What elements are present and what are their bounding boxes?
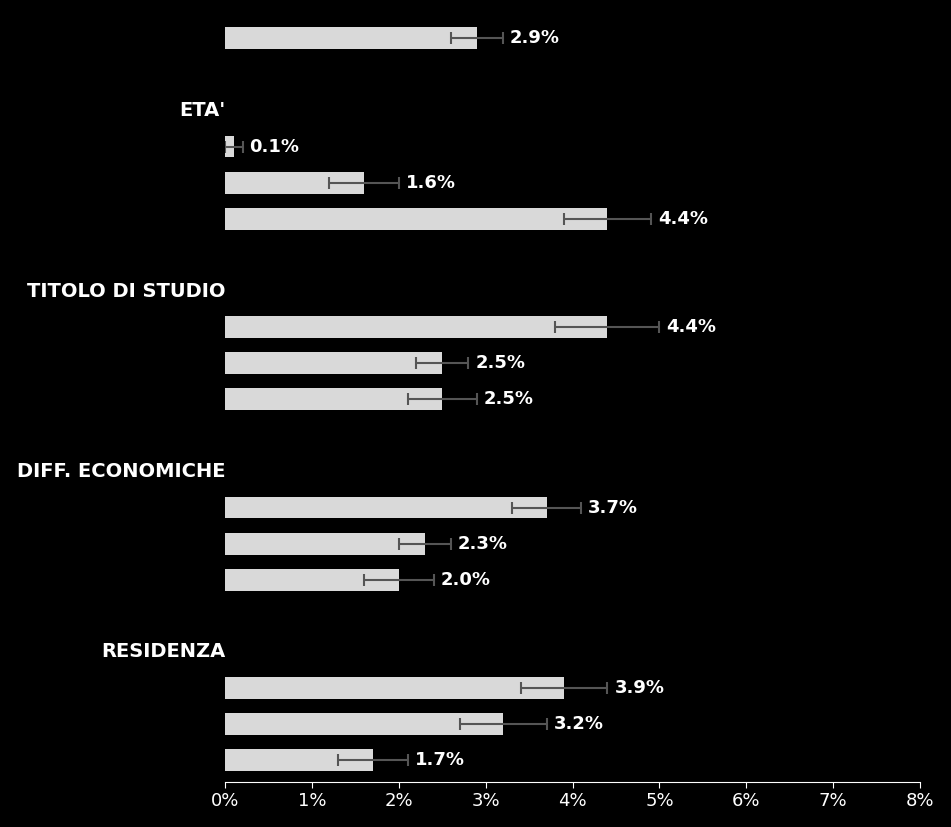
Bar <box>225 352 442 374</box>
Text: 2.9%: 2.9% <box>510 29 560 47</box>
Text: 0.1%: 0.1% <box>249 137 300 155</box>
Text: ETA': ETA' <box>179 101 225 120</box>
Text: 1.7%: 1.7% <box>415 751 464 769</box>
Bar <box>225 749 373 771</box>
Bar <box>225 172 364 194</box>
Bar <box>225 497 547 519</box>
Text: 3.7%: 3.7% <box>589 499 638 517</box>
Text: 1.6%: 1.6% <box>406 174 456 192</box>
Bar <box>225 533 425 555</box>
Text: DIFF. ECONOMICHE: DIFF. ECONOMICHE <box>17 462 225 481</box>
Text: 4.4%: 4.4% <box>667 318 716 336</box>
Text: RESIDENZA: RESIDENZA <box>101 643 225 662</box>
Bar <box>225 136 234 157</box>
Text: 2.5%: 2.5% <box>476 354 525 372</box>
Text: 2.3%: 2.3% <box>458 535 508 552</box>
Bar <box>225 27 477 49</box>
Text: 3.2%: 3.2% <box>553 715 604 734</box>
Text: 2.5%: 2.5% <box>484 390 534 409</box>
Bar <box>225 677 564 699</box>
Bar <box>225 714 503 735</box>
Bar <box>225 208 608 230</box>
Text: TITOLO DI STUDIO: TITOLO DI STUDIO <box>27 281 225 300</box>
Text: 4.4%: 4.4% <box>658 210 708 227</box>
Bar <box>225 316 608 338</box>
Text: 3.9%: 3.9% <box>614 679 665 697</box>
Bar <box>225 569 398 590</box>
Text: 2.0%: 2.0% <box>440 571 491 589</box>
Bar <box>225 389 442 410</box>
